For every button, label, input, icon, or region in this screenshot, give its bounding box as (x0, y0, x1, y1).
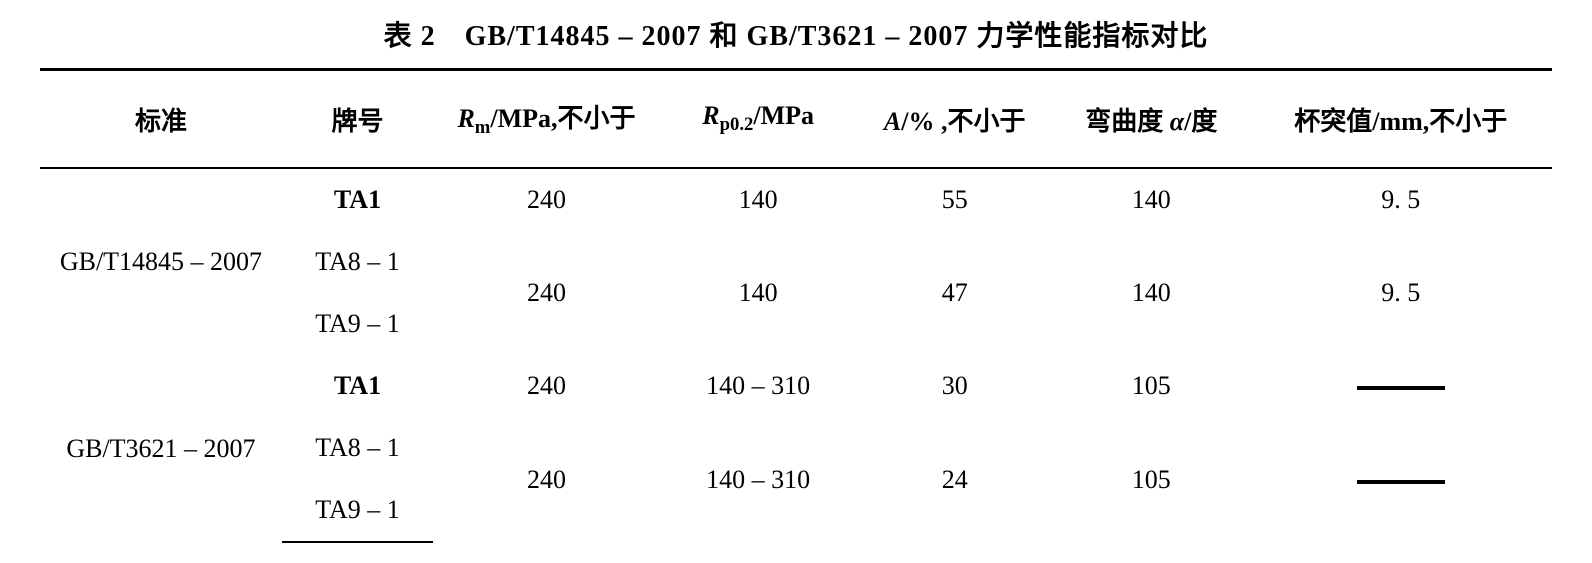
cell-rm: 240 (433, 417, 660, 542)
table-row: GB/T14845 – 2007 TA1 240 140 55 140 9. 5 (40, 168, 1552, 231)
cell-a: 47 (856, 231, 1053, 355)
cell-alpha: 140 (1053, 231, 1250, 355)
table-row: GB/T3621 – 2007 TA1 240 140 – 310 30 105 (40, 355, 1552, 417)
cell-grade: TA1 (282, 355, 433, 417)
col-a: A/% ,不小于 (856, 70, 1053, 169)
cell-rp02: 140 (660, 231, 857, 355)
dash-icon (1357, 386, 1445, 390)
col-alpha: 弯曲度 α/度 (1053, 70, 1250, 169)
cell-a: 55 (856, 168, 1053, 231)
cell-a: 24 (856, 417, 1053, 542)
col-standard: 标准 (40, 70, 282, 169)
cell-cup (1250, 355, 1552, 417)
comparison-table: 标准 牌号 Rm/MPa,不小于 Rp0.2/MPa A/% ,不小于 弯曲度 … (40, 68, 1552, 543)
cell-rp02: 140 – 310 (660, 417, 857, 542)
cell-a: 30 (856, 355, 1053, 417)
col-cup: 杯突值/mm,不小于 (1250, 70, 1552, 169)
cell-grade: TA9 – 1 (282, 293, 433, 355)
cell-alpha: 140 (1053, 168, 1250, 231)
dash-icon (1357, 480, 1445, 484)
cell-rp02: 140 – 310 (660, 355, 857, 417)
cell-rp02: 140 (660, 168, 857, 231)
cell-rm: 240 (433, 168, 660, 231)
cell-grade: TA1 (282, 168, 433, 231)
cell-standard: GB/T14845 – 2007 (40, 168, 282, 355)
cell-grade: TA9 – 1 (282, 479, 433, 542)
table-caption: 表 2 GB/T14845 – 2007 和 GB/T3621 – 2007 力… (40, 14, 1552, 54)
table-header-row: 标准 牌号 Rm/MPa,不小于 Rp0.2/MPa A/% ,不小于 弯曲度 … (40, 70, 1552, 169)
cell-cup (1250, 417, 1552, 542)
cell-cup: 9. 5 (1250, 168, 1552, 231)
cell-alpha: 105 (1053, 417, 1250, 542)
col-rm: Rm/MPa,不小于 (433, 70, 660, 169)
col-rp02: Rp0.2/MPa (660, 70, 857, 169)
cell-grade: TA8 – 1 (282, 231, 433, 293)
caption-prefix: 表 2 (384, 21, 465, 52)
cell-cup: 9. 5 (1250, 231, 1552, 355)
table-figure: 表 2 GB/T14845 – 2007 和 GB/T3621 – 2007 力… (0, 0, 1592, 563)
col-grade: 牌号 (282, 70, 433, 169)
cell-grade: TA8 – 1 (282, 417, 433, 479)
cell-alpha: 105 (1053, 355, 1250, 417)
cell-rm: 240 (433, 355, 660, 417)
caption-text: GB/T14845 – 2007 和 GB/T3621 – 2007 力学性能指… (465, 21, 1209, 52)
cell-rm: 240 (433, 231, 660, 355)
cell-standard: GB/T3621 – 2007 (40, 355, 282, 542)
